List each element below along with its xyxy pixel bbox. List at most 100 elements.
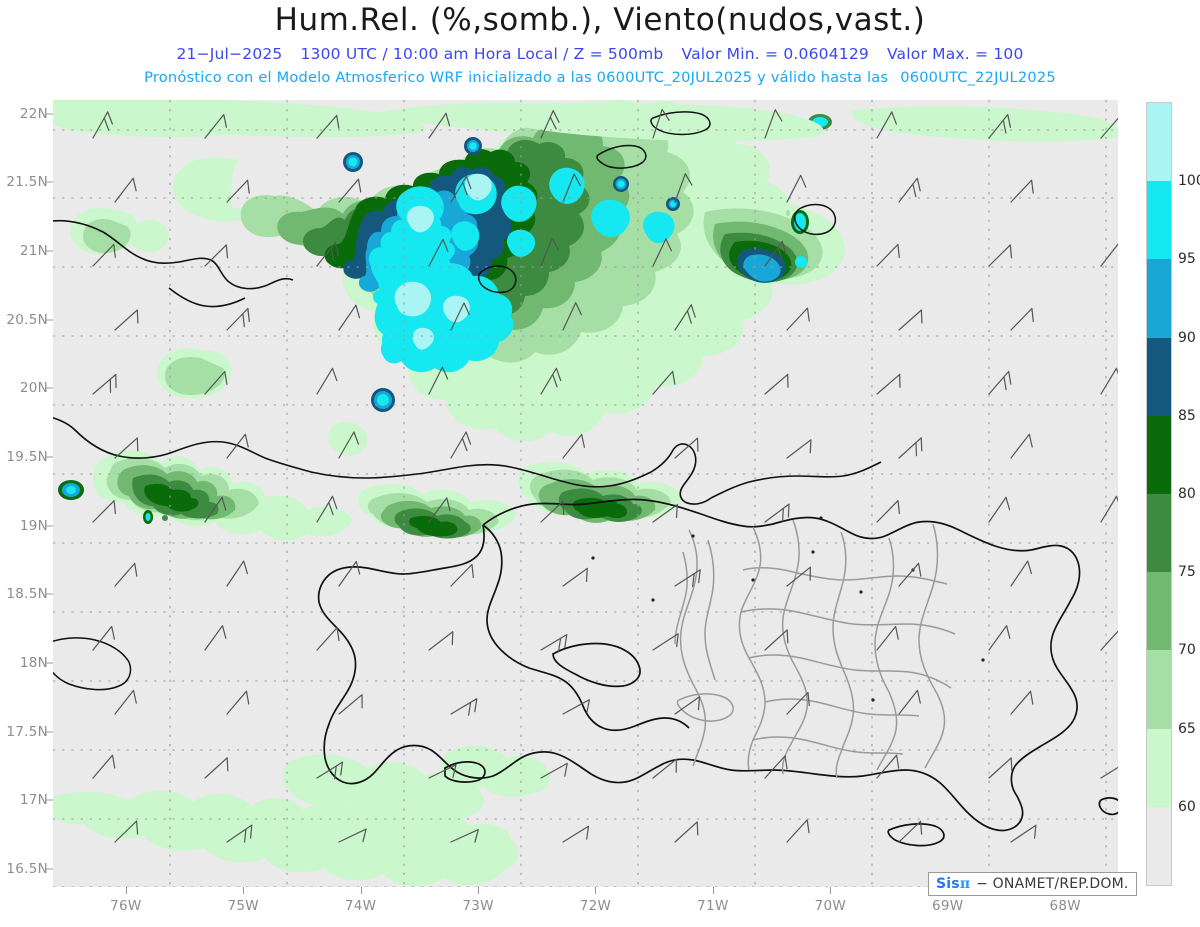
wind-barb: [428, 112, 451, 139]
wind-barb: [786, 307, 810, 331]
page-title: Hum.Rel. (%,somb.), Viento(nudos,vast.): [274, 2, 926, 38]
wind-barb: [988, 244, 1013, 267]
lon-tick-label: 75W: [227, 898, 259, 914]
wind-barb: [562, 699, 590, 715]
wind-barb: [764, 503, 790, 523]
header-date: 21−Jul−2025: [176, 45, 283, 63]
wind-barb: [338, 304, 361, 331]
wind-barb: [898, 309, 923, 331]
wind-barb: [338, 828, 367, 843]
wind-barb: [540, 634, 568, 652]
wind-barb: [786, 174, 807, 203]
logo-org-text: ONAMET/REP.DOM.: [992, 876, 1129, 892]
wind-barb: [540, 762, 568, 779]
lat-tick-mark: [46, 456, 53, 458]
wind-barb: [786, 439, 812, 459]
header-forecast-valid: 0600UTC_22JUL2025: [900, 69, 1056, 86]
wind-barb: [92, 754, 116, 779]
wind-barb: [338, 560, 361, 587]
wind-barb: [114, 562, 138, 587]
wind-barb: [114, 689, 137, 715]
lon-tick-mark: [360, 887, 362, 894]
wind-barb: [226, 824, 253, 843]
lat-tick-mark: [46, 799, 53, 801]
hispaniola-coastline: [317, 498, 1118, 847]
cuba-coastline: [53, 219, 882, 505]
lon-tick-label: 72W: [579, 898, 612, 914]
wind-barb: [674, 304, 696, 331]
wind-barb: [204, 496, 227, 523]
wind-barb: [92, 625, 115, 651]
wind-barb: [114, 177, 137, 203]
lon-tick-label: 76W: [110, 898, 142, 914]
wind-barb: [898, 820, 923, 843]
colorbar-tick-label: 60: [1178, 798, 1196, 815]
lat-tick-label: 20N: [19, 380, 48, 397]
wind-barb: [226, 179, 250, 203]
lat-tick-mark: [46, 387, 53, 389]
lat-tick-mark: [46, 319, 53, 321]
wind-barb: [428, 764, 457, 779]
wind-barb: [988, 757, 1013, 779]
wind-barb: [988, 625, 1011, 651]
map-plot-area[interactable]: [53, 100, 1118, 887]
wind-barb: [988, 496, 1011, 523]
header-line-1: 21−Jul−2025 1300 UTC / 10:00 am Hora Loca…: [0, 45, 1200, 63]
wind-barb: [1010, 560, 1032, 587]
wind-barb-layer: [92, 108, 1118, 843]
wind-barb: [540, 367, 562, 395]
wind-barb: [1100, 367, 1118, 395]
colorbar-segment-80-85-forestgreen: [1147, 415, 1171, 494]
wind-barb: [92, 373, 117, 395]
lon-tick-mark: [478, 887, 480, 894]
wind-barb: [226, 690, 250, 715]
lat-tick-mark: [46, 593, 53, 595]
lon-tick-label: 68W: [1049, 898, 1081, 914]
wind-barb: [1100, 495, 1118, 523]
lat-tick-label: 21N: [19, 243, 48, 260]
wind-barb: [764, 373, 789, 395]
wind-barb: [652, 108, 670, 139]
colorbar-tick-label: 95: [1178, 251, 1196, 268]
colorbar-tick-label: 80: [1178, 486, 1196, 502]
wind-barb: [898, 689, 921, 715]
wind-barb: [204, 244, 229, 267]
colorbar-segment-60-65-palegreen: [1147, 728, 1171, 807]
colorbar-segment-95-100-cyan: [1147, 181, 1171, 260]
wind-barb: [876, 243, 900, 267]
sis-logo-text: Sis: [936, 876, 960, 892]
lat-tick-mark: [46, 181, 53, 183]
lon-tick-mark: [125, 887, 127, 894]
header-value-min: Valor Min. = 0.0604129: [681, 45, 869, 63]
colorbar-segment-above-100-palecyan: [1147, 103, 1171, 182]
wind-barb: [786, 691, 810, 715]
wind-barb: [114, 820, 139, 843]
header-local-time: 10:00 am Hora Local: [392, 45, 558, 63]
wind-barb: [1100, 766, 1118, 779]
dominican-republic-provinces: [674, 519, 956, 779]
colorbar-tick-label: 85: [1178, 407, 1196, 424]
wind-barb: [428, 366, 449, 395]
wind-barb: [898, 177, 921, 203]
wind-barb: [338, 431, 360, 459]
lat-tick-label: 18N: [19, 655, 48, 672]
wind-barb: [786, 566, 811, 587]
lon-tick-label: 69W: [932, 898, 964, 914]
sistt-onamet-watermark: Sis π − ONAMET/REP.DOM.: [928, 872, 1137, 896]
wind-barb: [450, 829, 479, 843]
wind-barb: [338, 694, 363, 715]
wind-barb: [876, 373, 901, 395]
wind-barb: [562, 825, 590, 843]
wind-barb: [1100, 117, 1118, 139]
wind-barb: [652, 758, 677, 779]
wind-barb: [92, 500, 116, 523]
wind-barb: [1100, 630, 1118, 651]
wind-barb: [428, 631, 454, 651]
colorbar[interactable]: [1146, 102, 1172, 886]
wind-barb: [674, 173, 693, 203]
wind-barb: [114, 437, 139, 459]
lon-tick-mark: [243, 887, 245, 894]
jamaica-coastline: [53, 637, 132, 691]
header-level: Z = 500mb: [573, 45, 664, 63]
